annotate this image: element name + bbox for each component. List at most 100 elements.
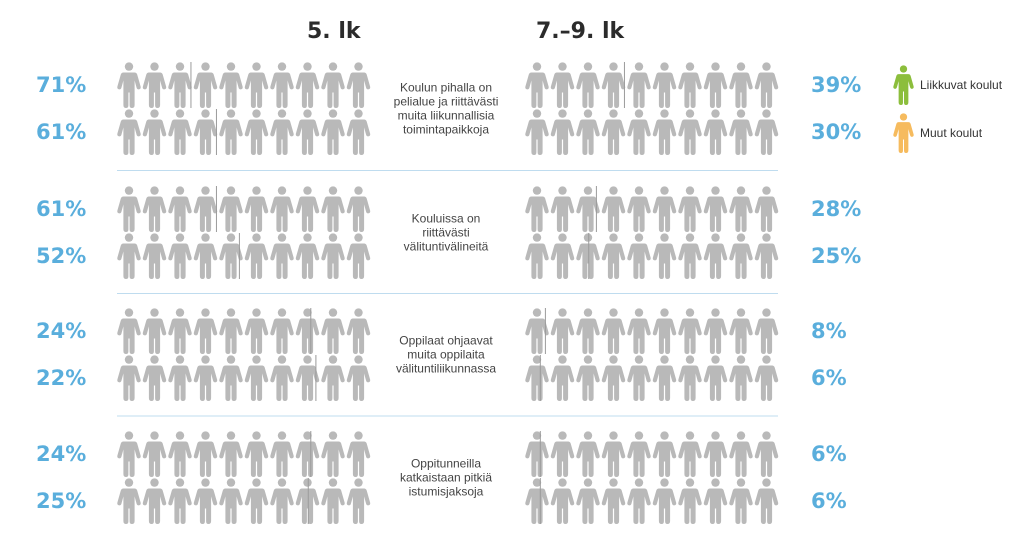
person-icon bbox=[576, 233, 600, 279]
person-icon bbox=[117, 186, 141, 232]
pct-grade5-liikkuvat: 24% bbox=[36, 319, 86, 343]
person-icon bbox=[754, 431, 779, 477]
person-icon bbox=[321, 233, 345, 279]
person-icon bbox=[627, 62, 651, 108]
person-icon bbox=[193, 478, 218, 524]
person-icon bbox=[678, 233, 702, 279]
person-icon bbox=[627, 109, 651, 155]
person-icon bbox=[652, 308, 677, 354]
person-icon bbox=[219, 308, 243, 354]
person-icon bbox=[754, 478, 779, 524]
person-icon bbox=[652, 233, 677, 279]
person-icon bbox=[703, 355, 728, 401]
legend-muut-label: Muut koulut bbox=[920, 126, 983, 140]
person-icon bbox=[525, 109, 549, 155]
person-icon bbox=[219, 431, 243, 477]
pct-grade79-liikkuvat: 8% bbox=[811, 319, 847, 343]
person-icon bbox=[601, 233, 626, 279]
pct-grade5-muut: 52% bbox=[36, 244, 86, 268]
person-icon bbox=[627, 478, 651, 524]
person-icon bbox=[346, 355, 371, 401]
person-icon bbox=[321, 109, 345, 155]
person-icon bbox=[576, 478, 600, 524]
person-icon bbox=[678, 431, 702, 477]
person-icon bbox=[346, 186, 371, 232]
person-icon bbox=[193, 431, 218, 477]
person-icon bbox=[703, 431, 728, 477]
person-icon bbox=[244, 109, 269, 155]
person-icon bbox=[754, 109, 779, 155]
person-icon bbox=[295, 62, 320, 108]
grade79-muut-row-4 bbox=[525, 478, 779, 524]
person-icon bbox=[117, 109, 141, 155]
group-label: Oppitunneilla katkaistaan pitkiä istumisja… bbox=[400, 457, 492, 499]
person-icon bbox=[729, 62, 753, 108]
person-icon bbox=[729, 109, 753, 155]
person-icon bbox=[601, 62, 626, 108]
person-icon bbox=[576, 431, 600, 477]
pct-grade79-muut: 6% bbox=[811, 489, 847, 513]
person-icon bbox=[142, 308, 167, 354]
group-2: 61% 52% 28% 25% Kouluissa on riittävästi välit… bbox=[36, 186, 861, 294]
person-icon bbox=[550, 186, 575, 232]
person-icon bbox=[295, 431, 320, 477]
person-icon bbox=[525, 355, 549, 401]
person-icon bbox=[550, 62, 575, 108]
person-icon bbox=[678, 186, 702, 232]
pct-grade5-muut: 61% bbox=[36, 120, 86, 144]
person-icon bbox=[550, 431, 575, 477]
person-icon bbox=[627, 431, 651, 477]
grade5-muut-row-2 bbox=[117, 233, 371, 279]
person-icon bbox=[117, 431, 141, 477]
person-icon bbox=[321, 62, 345, 108]
chart-groups: 71% 61% 39% 30% Koulun pihalla on pelialue ja… bbox=[36, 62, 861, 524]
pct-grade5-liikkuvat: 24% bbox=[36, 442, 86, 466]
person-icon bbox=[193, 109, 218, 155]
person-icon bbox=[678, 109, 702, 155]
person-icon bbox=[295, 308, 320, 354]
person-icon bbox=[168, 355, 192, 401]
person-icon bbox=[652, 109, 677, 155]
person-icon bbox=[627, 308, 651, 354]
person-icon bbox=[244, 233, 269, 279]
column-header-grade7-9: 7.–9. lk bbox=[536, 19, 626, 44]
person-icon bbox=[270, 308, 294, 354]
grade5-muut-row-3 bbox=[117, 355, 371, 401]
person-icon bbox=[270, 233, 294, 279]
grade5-liikkuvat-row-4 bbox=[117, 431, 371, 477]
person-icon bbox=[576, 109, 600, 155]
person-icon bbox=[321, 355, 345, 401]
person-icon bbox=[117, 355, 141, 401]
person-icon bbox=[142, 478, 167, 524]
person-icon bbox=[754, 308, 779, 354]
person-icon bbox=[193, 233, 218, 279]
person-icon bbox=[627, 186, 651, 232]
person-icon bbox=[244, 431, 269, 477]
person-icon bbox=[346, 109, 371, 155]
pct-grade5-liikkuvat: 71% bbox=[36, 73, 86, 97]
person-icon bbox=[703, 186, 728, 232]
person-icon bbox=[295, 233, 320, 279]
person-icon bbox=[295, 186, 320, 232]
person-icon bbox=[321, 431, 345, 477]
person-icon bbox=[754, 355, 779, 401]
person-icon bbox=[219, 109, 243, 155]
pct-grade5-liikkuvat: 61% bbox=[36, 197, 86, 221]
person-icon bbox=[168, 478, 192, 524]
person-icon bbox=[193, 186, 218, 232]
person-icon bbox=[601, 186, 626, 232]
pct-grade79-muut: 30% bbox=[811, 120, 861, 144]
person-icon bbox=[729, 355, 753, 401]
pct-grade79-liikkuvat: 39% bbox=[811, 73, 861, 97]
person-icon bbox=[321, 308, 345, 354]
person-icon bbox=[601, 308, 626, 354]
person-icon bbox=[321, 478, 345, 524]
person-icon bbox=[193, 355, 218, 401]
person-icon bbox=[244, 355, 269, 401]
person-icon bbox=[321, 186, 345, 232]
pct-grade79-muut: 6% bbox=[811, 366, 847, 390]
person-icon bbox=[346, 431, 371, 477]
person-icon bbox=[244, 186, 269, 232]
person-icon bbox=[168, 109, 192, 155]
person-icon bbox=[627, 355, 651, 401]
